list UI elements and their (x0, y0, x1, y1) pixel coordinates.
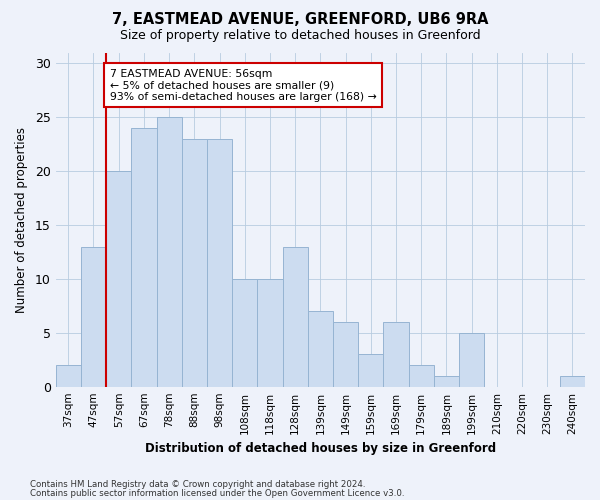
Bar (333, 322, 358, 386)
Text: Contains HM Land Registry data © Crown copyright and database right 2024.: Contains HM Land Registry data © Crown c… (30, 480, 365, 489)
Bar (283, 246, 308, 386)
Bar (81, 246, 106, 386)
Bar (157, 117, 182, 386)
Bar (383, 322, 409, 386)
Bar (409, 365, 434, 386)
Bar (257, 279, 283, 386)
Bar (308, 311, 333, 386)
Bar (459, 333, 484, 386)
X-axis label: Distribution of detached houses by size in Greenford: Distribution of detached houses by size … (145, 442, 496, 455)
Bar (106, 171, 131, 386)
Text: Size of property relative to detached houses in Greenford: Size of property relative to detached ho… (119, 28, 481, 42)
Bar (182, 138, 207, 386)
Bar (232, 279, 257, 386)
Y-axis label: Number of detached properties: Number of detached properties (15, 126, 28, 312)
Bar (560, 376, 585, 386)
Text: 7 EASTMEAD AVENUE: 56sqm
← 5% of detached houses are smaller (9)
93% of semi-det: 7 EASTMEAD AVENUE: 56sqm ← 5% of detache… (110, 68, 377, 102)
Bar (358, 354, 383, 386)
Bar (56, 365, 81, 386)
Text: 7, EASTMEAD AVENUE, GREENFORD, UB6 9RA: 7, EASTMEAD AVENUE, GREENFORD, UB6 9RA (112, 12, 488, 28)
Text: Contains public sector information licensed under the Open Government Licence v3: Contains public sector information licen… (30, 488, 404, 498)
Bar (131, 128, 157, 386)
Bar (207, 138, 232, 386)
Bar (434, 376, 459, 386)
